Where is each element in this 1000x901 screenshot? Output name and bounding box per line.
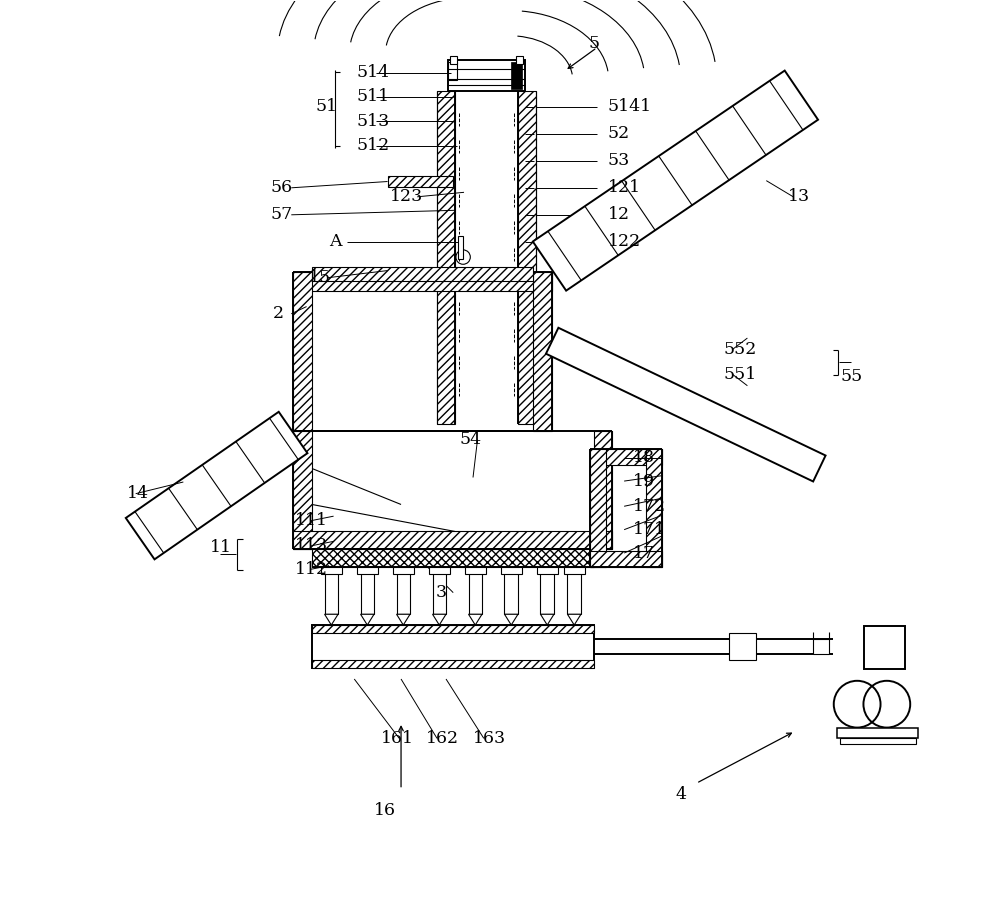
Bar xyxy=(312,625,594,669)
Bar xyxy=(325,568,338,614)
Bar xyxy=(357,568,378,574)
Bar xyxy=(437,91,455,423)
Polygon shape xyxy=(533,70,818,291)
Bar xyxy=(312,660,594,669)
Bar xyxy=(864,626,905,669)
Bar xyxy=(388,176,453,187)
Polygon shape xyxy=(126,412,307,560)
Text: 552: 552 xyxy=(723,341,756,359)
Bar xyxy=(646,449,662,568)
Text: 54: 54 xyxy=(460,432,482,448)
Polygon shape xyxy=(325,614,338,625)
Bar xyxy=(397,568,410,614)
Text: 52: 52 xyxy=(608,125,630,142)
Text: 56: 56 xyxy=(271,179,293,196)
Text: 513: 513 xyxy=(356,113,389,130)
Text: 57: 57 xyxy=(271,206,293,223)
Bar xyxy=(458,236,463,259)
Bar xyxy=(312,550,594,568)
Text: 14: 14 xyxy=(127,485,149,502)
Bar xyxy=(840,739,916,743)
Text: 15: 15 xyxy=(309,269,331,287)
Bar xyxy=(594,431,612,550)
Bar xyxy=(293,272,312,431)
Text: 111: 111 xyxy=(295,512,328,529)
Text: 55: 55 xyxy=(840,369,862,386)
Bar xyxy=(533,272,552,431)
Bar xyxy=(393,568,414,574)
Bar xyxy=(516,57,523,64)
Text: 514: 514 xyxy=(356,64,389,81)
Text: 11: 11 xyxy=(210,539,232,556)
Polygon shape xyxy=(540,614,554,625)
Bar xyxy=(537,568,558,574)
Bar xyxy=(518,91,536,423)
Text: 162: 162 xyxy=(426,730,459,747)
Bar xyxy=(729,633,756,660)
Bar xyxy=(361,568,374,614)
Polygon shape xyxy=(361,614,374,625)
Text: 17: 17 xyxy=(633,544,655,561)
Bar xyxy=(312,625,594,633)
Bar xyxy=(564,568,585,574)
Text: 4: 4 xyxy=(675,786,686,803)
Bar xyxy=(590,551,662,568)
Text: 123: 123 xyxy=(390,188,423,205)
Bar xyxy=(567,568,581,614)
Bar xyxy=(511,62,522,89)
Text: 18: 18 xyxy=(633,450,655,466)
Bar xyxy=(590,449,606,568)
Text: 3: 3 xyxy=(435,584,446,601)
Text: 2: 2 xyxy=(273,305,284,323)
Text: 512: 512 xyxy=(356,137,389,154)
Bar xyxy=(448,60,525,91)
Text: 51: 51 xyxy=(316,98,338,115)
Bar xyxy=(293,531,612,550)
Text: 122: 122 xyxy=(608,233,641,250)
Polygon shape xyxy=(504,614,518,625)
Polygon shape xyxy=(397,614,410,625)
Bar xyxy=(813,640,829,654)
Text: 53: 53 xyxy=(608,152,630,169)
Bar xyxy=(312,267,533,281)
Bar xyxy=(293,431,312,550)
Text: 511: 511 xyxy=(356,88,389,105)
Text: 163: 163 xyxy=(473,730,506,747)
Text: 171: 171 xyxy=(633,521,666,538)
Text: 5141: 5141 xyxy=(608,98,652,115)
Bar xyxy=(501,568,522,574)
Text: 112: 112 xyxy=(295,560,328,578)
Polygon shape xyxy=(567,614,581,625)
Bar xyxy=(433,568,446,614)
Bar xyxy=(450,57,457,64)
Polygon shape xyxy=(433,614,446,625)
Text: 19: 19 xyxy=(633,473,655,489)
Bar xyxy=(465,568,486,574)
Bar xyxy=(504,568,518,614)
Text: 5: 5 xyxy=(588,35,599,52)
Bar xyxy=(448,62,457,80)
Bar xyxy=(321,568,342,574)
Bar xyxy=(540,568,554,614)
Text: 161: 161 xyxy=(381,730,414,747)
Text: 113: 113 xyxy=(295,537,328,554)
Text: 121: 121 xyxy=(608,179,641,196)
Text: 12: 12 xyxy=(608,206,630,223)
Bar xyxy=(837,728,918,739)
Text: 16: 16 xyxy=(374,802,396,819)
Polygon shape xyxy=(469,614,482,625)
Bar xyxy=(469,568,482,614)
Text: 172: 172 xyxy=(633,497,666,514)
Text: 551: 551 xyxy=(723,366,756,383)
Bar xyxy=(293,272,552,291)
Polygon shape xyxy=(546,328,826,481)
Bar xyxy=(590,449,662,465)
Bar xyxy=(429,568,450,574)
Text: 13: 13 xyxy=(788,188,810,205)
Text: A: A xyxy=(329,233,342,250)
